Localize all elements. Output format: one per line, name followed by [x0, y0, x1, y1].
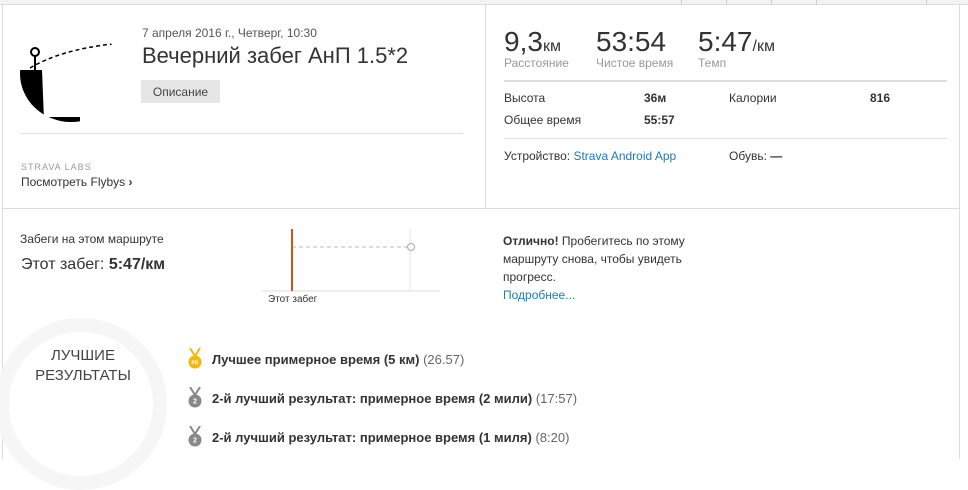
laurel-icon	[0, 318, 167, 490]
flybys-link[interactable]: Посмотреть Flybys ›	[21, 175, 133, 189]
device-link[interactable]: Strava Android App	[573, 149, 677, 163]
stat-pace: 5:47/км Темп	[698, 26, 775, 70]
chart-point	[407, 243, 415, 251]
flybys-link-label: Посмотреть Flybys	[21, 175, 126, 189]
best-heading: ЛУЧШИЕ	[51, 347, 115, 364]
divider	[20, 133, 463, 134]
distance-value: 9,3	[504, 26, 543, 57]
pace-unit: /км	[752, 38, 775, 55]
stat-moving-time: 53:54 Чистое время	[596, 26, 673, 70]
elevation-value: 36м	[644, 91, 667, 105]
strava-labs-label: STRAVA LABS	[21, 162, 92, 172]
distance-label: Расстояние	[504, 56, 569, 70]
moving-time-value: 53:54	[596, 26, 667, 57]
this-run-label: Этот забег:	[21, 256, 105, 273]
message-line: прогресс.	[503, 270, 556, 284]
best-result-item[interactable]: 2 2-й лучший результат: примерное время …	[188, 387, 577, 409]
top-tab-bar	[0, 0, 968, 5]
result-time: (8:20)	[535, 429, 570, 445]
activity-title: Вечерний забег АнП 1.5*2	[142, 43, 409, 68]
message-line: маршруту снова, чтобы увидеть	[503, 252, 682, 266]
this-run-value: 5:47/км	[108, 256, 166, 273]
tab-separator	[771, 0, 772, 5]
avatar[interactable]	[20, 25, 122, 122]
calories-label: Калории	[729, 91, 777, 105]
best-heading: РЕЗУЛЬТАТЫ	[35, 367, 131, 384]
elapsed-value: 55:57	[644, 113, 675, 127]
message-bold: Отлично!	[503, 234, 559, 248]
result-time: (17:57)	[535, 390, 578, 406]
divider	[504, 80, 947, 82]
section-divider	[2, 208, 960, 209]
route-efforts-chart	[262, 229, 440, 292]
result-text: 2-й лучший результат: примерное время (2…	[212, 390, 533, 406]
route-message: Отлично! Пробегитесь по этому маршруту с…	[503, 232, 703, 304]
pace-value: 5:47	[698, 26, 753, 57]
moving-time-label: Чистое время	[596, 56, 674, 70]
divider	[504, 138, 947, 139]
svg-text:PR: PR	[192, 361, 199, 367]
tab-separator	[726, 0, 727, 5]
stat-distance: 9,3км Расстояние	[504, 26, 569, 70]
chevron-right-icon: ›	[128, 175, 133, 189]
tab-separator	[681, 0, 682, 5]
shoes-value: —	[770, 149, 783, 163]
silver-medal-icon: 2	[188, 387, 202, 408]
device-label: Устройство:	[504, 149, 571, 163]
pr-medal-icon: PR	[188, 348, 202, 369]
route-heading: Забеги на этом маршруте	[20, 232, 164, 246]
message-line: Пробегитесь по этому	[558, 234, 685, 248]
best-result-item[interactable]: PR Лучшее примерное время (5 км) (26.57)	[188, 348, 464, 370]
result-time: (26.57)	[423, 351, 465, 367]
divider	[485, 5, 486, 208]
svg-text:2: 2	[193, 438, 197, 445]
elevation-label: Высота	[504, 91, 546, 105]
shoes-label: Обувь:	[729, 149, 767, 163]
activity-card	[2, 5, 960, 459]
tab-separator	[926, 0, 927, 5]
result-text: Лучшее примерное время (5 км)	[212, 351, 420, 367]
silver-medal-icon: 2	[188, 426, 202, 447]
elapsed-label: Общее время	[504, 113, 582, 127]
best-result-item[interactable]: 2 2-й лучший результат: примерное время …	[188, 426, 569, 448]
tab-separator	[816, 0, 817, 5]
activity-date: 7 апреля 2016 г., Четверг, 10:30	[142, 26, 317, 40]
pace-label: Темп	[698, 56, 727, 70]
svg-text:2: 2	[193, 399, 197, 406]
calories-value: 816	[870, 91, 891, 105]
result-text: 2-й лучший результат: примерное время (1…	[212, 429, 532, 445]
distance-unit: км	[542, 38, 561, 55]
description-button[interactable]: Описание	[141, 80, 220, 103]
chart-label: Этот забег	[268, 294, 318, 305]
more-link[interactable]: Подробнее...	[503, 288, 576, 302]
